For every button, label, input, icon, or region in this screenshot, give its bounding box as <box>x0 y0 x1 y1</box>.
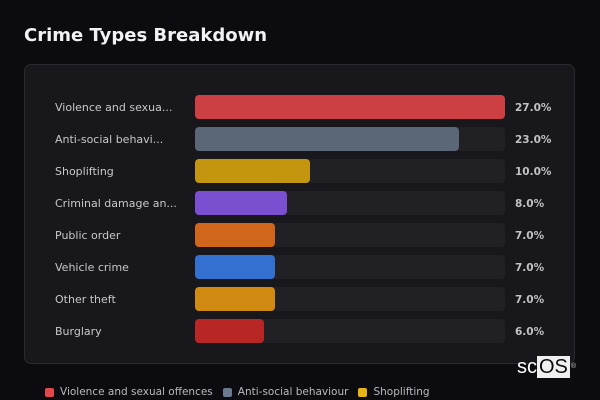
legend-item[interactable]: Anti-social behaviour <box>222 386 349 398</box>
bar-label: Shoplifting <box>55 165 114 178</box>
bar-label: Public order <box>55 229 121 242</box>
bar-track <box>195 255 505 279</box>
legend-swatch-icon <box>222 387 232 397</box>
bar-value: 6.0% <box>515 326 545 338</box>
legend-label: Shoplifting <box>373 386 430 398</box>
legend-item[interactable]: Violence and sexual offences <box>45 386 213 398</box>
bar-track <box>195 223 505 247</box>
legend-item[interactable]: Shoplifting <box>358 386 430 398</box>
bar-row: Criminal damage an... 8.0% <box>25 191 574 217</box>
bar-track <box>195 319 505 343</box>
bar-label: Vehicle crime <box>55 261 129 274</box>
bar-label: Other theft <box>55 293 116 306</box>
bar-fill[interactable] <box>195 319 264 343</box>
bar-fill[interactable] <box>195 127 460 151</box>
bar-value: 10.0% <box>515 166 552 178</box>
registered-icon: ® <box>570 363 577 370</box>
scos-logo: sc OS ® <box>517 356 577 378</box>
legend-label: Violence and sexual offences <box>60 386 213 398</box>
bar-fill[interactable] <box>195 159 310 183</box>
bar-fill[interactable] <box>195 95 505 119</box>
logo-sc: sc <box>517 356 537 378</box>
bar-row: Vehicle crime 7.0% <box>25 255 574 281</box>
legend-swatch-icon <box>358 387 368 397</box>
bar-label: Criminal damage an... <box>55 197 177 210</box>
bar-value: 7.0% <box>515 230 545 242</box>
bar-row: Shoplifting 10.0% <box>25 159 574 185</box>
bar-label: Violence and sexua... <box>55 101 173 114</box>
bar-track <box>195 95 505 119</box>
chart-panel: Violence and sexua... 27.0% Anti-social be… <box>24 64 575 364</box>
bar-value: 7.0% <box>515 294 545 306</box>
logo-os: OS <box>537 356 570 378</box>
bar-row: Violence and sexua... 27.0% <box>25 95 574 121</box>
bar-fill[interactable] <box>195 223 276 247</box>
bar-value: 23.0% <box>515 134 552 146</box>
bar-fill[interactable] <box>195 255 276 279</box>
bar-value: 27.0% <box>515 102 552 114</box>
bar-value: 8.0% <box>515 198 545 210</box>
chart-legend: Violence and sexual offences Anti-social … <box>45 386 430 398</box>
bar-row: Anti-social behavi... 23.0% <box>25 127 574 153</box>
bar-label: Anti-social behavi... <box>55 133 164 146</box>
legend-swatch-icon <box>45 387 54 397</box>
bar-label: Burglary <box>55 325 102 338</box>
bar-track <box>195 191 505 215</box>
bar-track <box>195 287 505 311</box>
bar-fill[interactable] <box>195 287 276 311</box>
bar-value: 7.0% <box>515 262 545 274</box>
legend-label: Anti-social behaviour <box>237 386 349 398</box>
bar-row: Burglary 6.0% <box>25 319 574 345</box>
bar-track <box>195 127 505 151</box>
bar-fill[interactable] <box>195 191 287 215</box>
page-title: Crime Types Breakdown <box>24 25 268 46</box>
bar-track <box>195 159 505 183</box>
bar-row: Public order 7.0% <box>25 223 574 249</box>
bar-row: Other theft 7.0% <box>25 287 574 313</box>
